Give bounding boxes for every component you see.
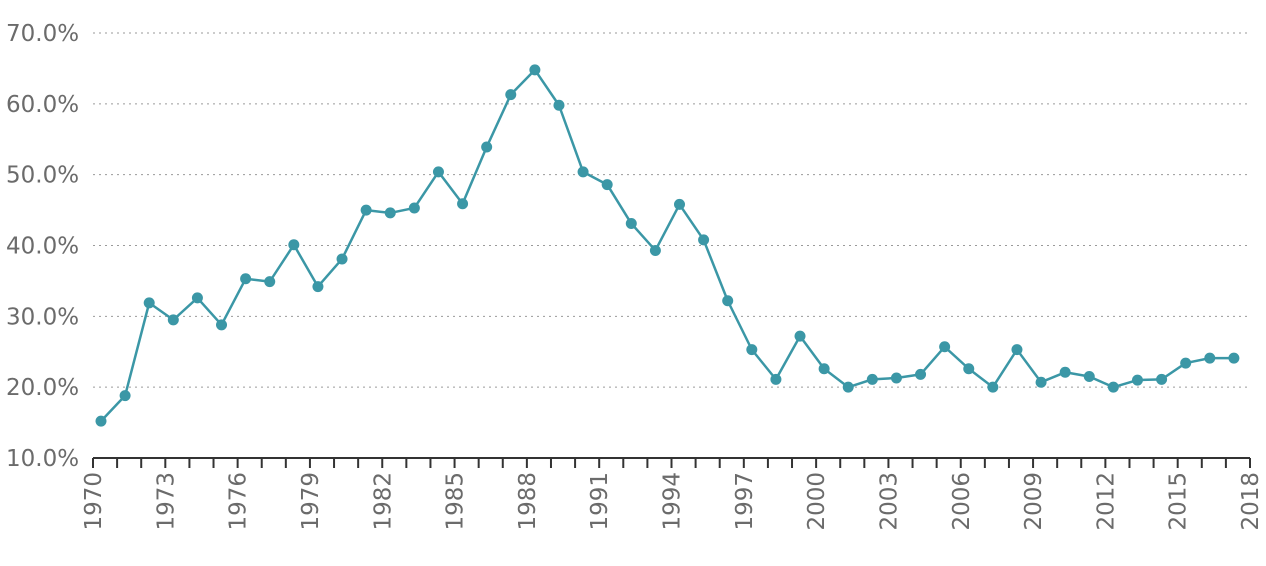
- data-point: [553, 99, 565, 111]
- data-point: [866, 373, 878, 385]
- data-points: [95, 64, 1240, 427]
- data-point: [1035, 376, 1047, 388]
- x-tick-label: 2018: [1238, 472, 1264, 531]
- data-point: [1083, 371, 1095, 383]
- data-point: [625, 218, 637, 230]
- y-tick-label: 60.0%: [6, 92, 79, 118]
- data-point: [915, 368, 927, 380]
- data-point: [408, 202, 420, 214]
- data-point: [288, 239, 300, 251]
- data-point: [939, 341, 951, 353]
- x-tick-label: 1988: [515, 472, 541, 531]
- data-point: [1059, 366, 1071, 378]
- data-point: [794, 330, 806, 342]
- data-point: [481, 141, 493, 153]
- data-point: [770, 373, 782, 385]
- x-axis-tick-labels: 1970 1973 1976 1979 1982 1985 1988 1991 1994 1997…: [81, 472, 1264, 531]
- data-point: [890, 372, 902, 384]
- x-tick-label: 2012: [1093, 472, 1119, 531]
- data-point: [1131, 374, 1143, 386]
- data-point: [216, 319, 228, 331]
- data-point: [1156, 373, 1168, 385]
- data-point: [143, 297, 155, 309]
- data-point: [240, 273, 252, 285]
- x-tick-label: 1976: [226, 472, 252, 531]
- data-point: [1180, 357, 1192, 369]
- data-point: [698, 234, 710, 246]
- data-point: [119, 390, 131, 402]
- x-tick-label: 1997: [732, 472, 758, 531]
- data-point: [529, 64, 541, 76]
- data-point: [842, 381, 854, 393]
- data-point: [384, 207, 396, 219]
- data-point: [987, 381, 999, 393]
- data-point: [432, 166, 444, 178]
- data-point: [1107, 381, 1119, 393]
- data-point: [457, 198, 469, 210]
- x-tick-label: 2015: [1166, 472, 1192, 531]
- x-tick-label: 1973: [153, 472, 179, 531]
- y-tick-label: 20.0%: [6, 375, 79, 401]
- data-point: [191, 292, 203, 304]
- data-point: [1011, 344, 1023, 356]
- data-point: [167, 314, 179, 326]
- data-point: [1228, 352, 1240, 364]
- data-point: [360, 204, 372, 216]
- y-tick-label: 50.0%: [6, 163, 79, 189]
- data-point: [336, 253, 348, 265]
- x-tick-label: 2003: [876, 472, 902, 531]
- x-tick-label: 1985: [443, 472, 469, 531]
- x-tick-label: 2009: [1021, 472, 1047, 531]
- y-tick-label: 10.0%: [6, 446, 79, 472]
- data-point: [1204, 352, 1216, 364]
- data-point: [264, 276, 276, 288]
- x-tick-label: 1979: [298, 472, 324, 531]
- data-point: [722, 295, 734, 307]
- y-tick-label: 30.0%: [6, 304, 79, 330]
- data-point: [963, 363, 975, 375]
- data-point: [95, 415, 107, 427]
- data-point: [818, 363, 830, 375]
- x-tick-label: 1994: [660, 472, 686, 531]
- data-point: [577, 166, 589, 178]
- x-axis: [92, 457, 1251, 468]
- data-point: [649, 244, 661, 256]
- data-point: [746, 344, 758, 356]
- data-point: [312, 281, 324, 293]
- x-tick-label: 1991: [587, 472, 613, 531]
- x-tick-label: 2000: [804, 472, 830, 531]
- y-axis-tick-labels: 10.0% 20.0% 30.0% 40.0% 50.0% 60.0% 70.0%: [6, 21, 79, 472]
- y-tick-label: 40.0%: [6, 234, 79, 260]
- gridlines: [93, 32, 1250, 388]
- data-point: [601, 179, 613, 191]
- data-point: [505, 89, 517, 101]
- data-point: [674, 198, 685, 210]
- x-tick-label: 2006: [949, 472, 975, 531]
- x-tick-label: 1982: [370, 472, 396, 531]
- y-tick-label: 70.0%: [6, 21, 79, 47]
- x-tick-label: 1970: [81, 472, 107, 531]
